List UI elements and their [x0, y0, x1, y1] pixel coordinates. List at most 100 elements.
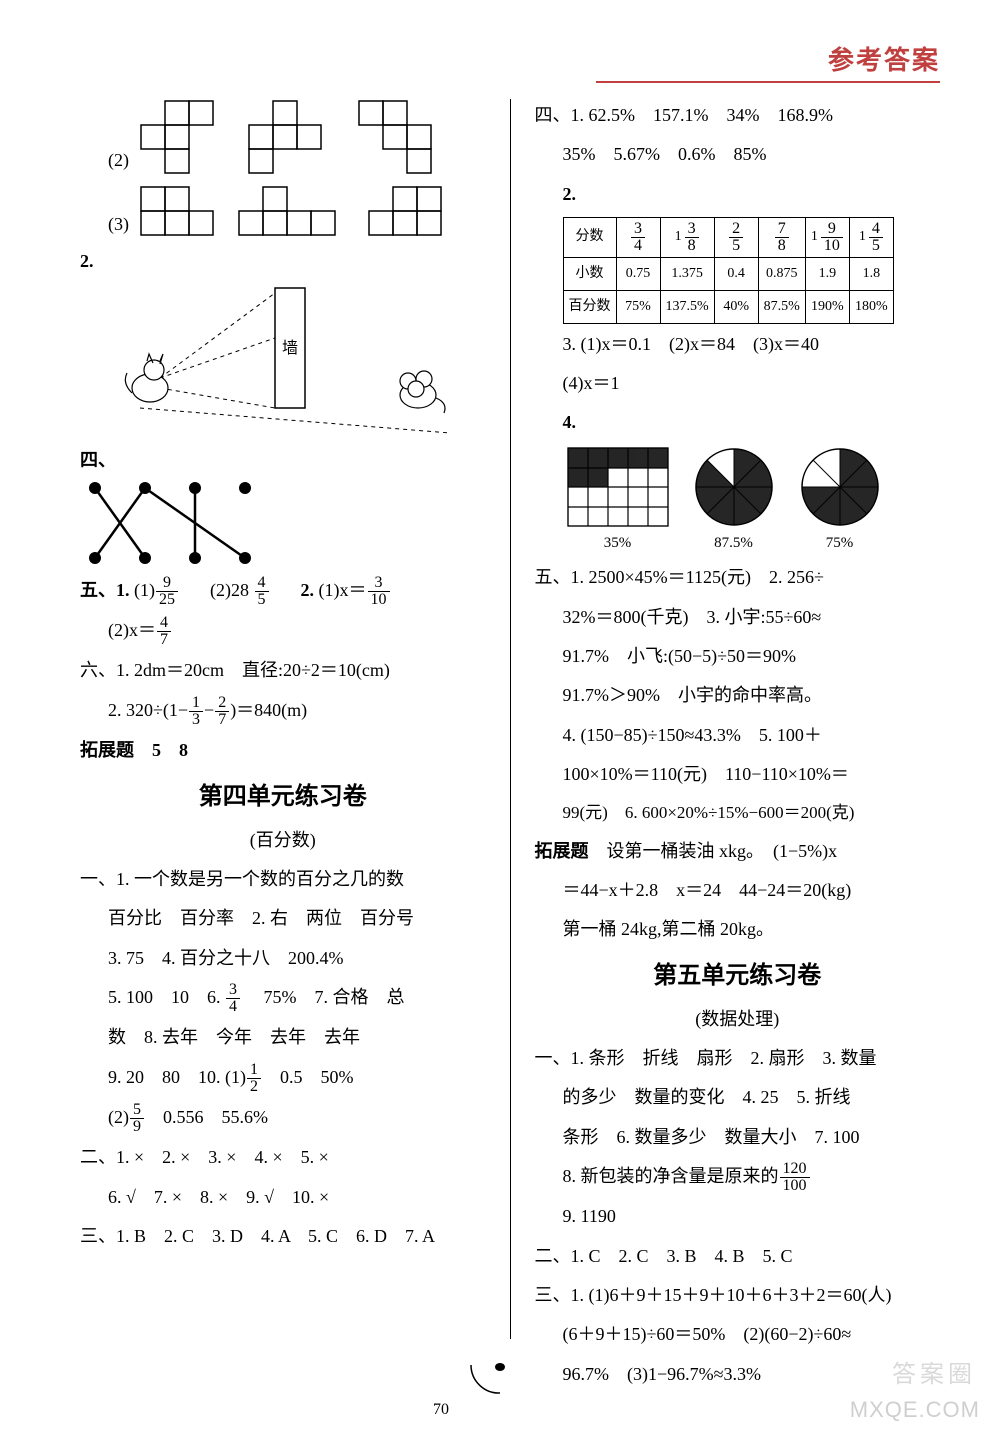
td: 180% — [849, 290, 893, 323]
p2-label: 2. — [80, 251, 94, 271]
r4-1: 四、1. 62.5% 157.1% 34% 168.9% — [535, 99, 941, 132]
polyomino-shapes-3 — [139, 181, 449, 241]
table-row: 百分数 75% 137.5% 40% 87.5% 190% 180% — [563, 290, 893, 323]
td: 137.5% — [660, 290, 714, 323]
tuozhan-left: 拓展题 5 8 — [80, 734, 486, 767]
td: 1.8 — [849, 257, 893, 290]
u5-8a: 8. 新包装的净含量是原来的 — [563, 1166, 779, 1186]
y1-9b: 0.5 50% — [262, 1067, 354, 1087]
table-row: 分数 34 138 25 78 1910 145 — [563, 217, 893, 257]
unit5-title: 第五单元练习卷 — [535, 954, 941, 998]
td: 75% — [616, 290, 660, 323]
y1-5a: 5. 100 10 6. — [108, 987, 221, 1007]
r5-4c: 99(元) 6. 600×20%÷15%−600＝200(克) — [535, 797, 941, 828]
y1-9: 9. 20 80 10. (1)12 0.5 50% — [80, 1061, 486, 1095]
td: 34 — [616, 217, 660, 257]
r-tzc: 第一桶 24kg,第二桶 20kg。 — [535, 913, 941, 946]
grid-shade-35 — [563, 446, 673, 528]
sec6-2: 2. 320÷(1−13−27)＝840(m) — [80, 694, 486, 728]
unit4-sub: (百分数) — [80, 824, 486, 857]
td: 0.4 — [714, 257, 758, 290]
td: 78 — [758, 217, 805, 257]
td: 190% — [805, 290, 849, 323]
r5-1c: 91.7% 小飞:(50−5)÷50＝90% — [535, 640, 941, 673]
r4-3: 3. (1)x＝0.1 (2)x＝84 (3)x＝40 — [535, 328, 941, 361]
td: 145 — [849, 217, 893, 257]
cat-icon — [125, 354, 168, 402]
matching-diagram — [80, 478, 280, 568]
th-frac: 分数 — [563, 217, 616, 257]
td: 1910 — [805, 217, 849, 257]
pie-75: 75% — [795, 446, 885, 558]
y1-5: 5. 100 10 6. 34 75% 7. 合格 总 — [80, 981, 486, 1015]
watermark-cn: 答案圈 — [892, 1354, 976, 1389]
wu-2: 2. — [301, 580, 315, 600]
th-pct: 百分数 — [563, 290, 616, 323]
u5-9: 9. 1190 — [535, 1200, 941, 1233]
frac-2-7: 27 — [215, 695, 229, 728]
frac-5-9: 59 — [130, 1102, 144, 1135]
r4-4: 4. — [535, 406, 941, 439]
pie-87-svg — [689, 446, 779, 528]
table-row: 小数 0.75 1.375 0.4 0.875 1.9 1.8 — [563, 257, 893, 290]
u5-1b: 的多少 数量的变化 4. 25 5. 折线 — [535, 1081, 941, 1114]
y1-1b: 百分比 百分率 2. 右 两位 百分号 — [80, 902, 486, 935]
td: 1.9 — [805, 257, 849, 290]
mouse-icon — [400, 371, 445, 413]
td: 40% — [714, 290, 758, 323]
pie-charts: 35% 87.5% — [563, 446, 941, 558]
r-tz-txt: 设第一桶装油 xkg。 (1−5%)x — [607, 841, 838, 861]
fraction-table: 分数 34 138 25 78 1910 145 小数 0.75 1.375 0… — [563, 217, 894, 324]
wu-2-1: (1)x＝ — [319, 580, 367, 600]
page-ornament — [465, 1361, 535, 1397]
y1-8: 数 8. 去年 今年 去年 去年 — [80, 1021, 486, 1054]
q3-label: (3) — [108, 208, 129, 241]
frac-1-2: 12 — [247, 1062, 261, 1095]
td: 1.375 — [660, 257, 714, 290]
wall-text: 墙 — [282, 339, 298, 357]
u5-3c: 96.7% (3)1−96.7%≈3.3% — [535, 1358, 941, 1391]
th-dec: 小数 — [563, 257, 616, 290]
cat-wall-mouse-figure: 墙 — [100, 278, 470, 438]
frac-120-100: 120100 — [780, 1161, 810, 1194]
r4-2: 2. — [535, 178, 941, 211]
r5-1d: 91.7%＞90% 小宇的命中率高。 — [535, 679, 941, 712]
sec6-2a: 2. 320÷(1− — [108, 700, 188, 720]
r-tz: 拓展题 设第一桶装油 xkg。 (1−5%)x — [535, 835, 941, 868]
u5-8: 8. 新包装的净含量是原来的120100 — [535, 1160, 941, 1194]
y1-10a: (2) — [108, 1107, 129, 1127]
frac-3-4: 34 — [226, 982, 240, 1015]
wu-1-2: (2)28 — [210, 580, 249, 600]
sec6-1: 六、1. 2dm＝20cm 直径:20÷2＝10(cm) — [80, 654, 486, 687]
unit5-sub: (数据处理) — [535, 1003, 941, 1036]
r5-4b: 100×10%＝110(元) 110−110×10%＝ — [535, 758, 941, 791]
wu-1-1: (1) — [134, 580, 155, 600]
sec5-line2: (2)x＝47 — [80, 614, 486, 648]
u5-1: 一、1. 条形 折线 扇形 2. 扇形 3. 数量 — [535, 1042, 941, 1075]
pie-label-2: 75% — [795, 530, 885, 558]
td: 138 — [660, 217, 714, 257]
y3: 三、1. B 2. C 3. D 4. A 5. C 6. D 7. A — [80, 1220, 486, 1253]
td: 0.875 — [758, 257, 805, 290]
r4-1b: 35% 5.67% 0.6% 85% — [535, 138, 941, 171]
left-column: (2) — [80, 99, 486, 1339]
frac-9-25: 925 — [156, 575, 178, 608]
y1-10b: 0.556 55.6% — [145, 1107, 268, 1127]
sec6-2b: − — [204, 700, 214, 720]
unit4-title: 第四单元练习卷 — [80, 775, 486, 819]
pie-87: 87.5% — [689, 446, 779, 558]
y1-1: 一、1. 一个数是另一个数的百分之几的数 — [80, 863, 486, 896]
u5-2: 二、1. C 2. C 3. B 4. B 5. C — [535, 1240, 941, 1273]
sec5-head: 五、1. — [80, 580, 130, 600]
td: 0.75 — [616, 257, 660, 290]
header-rule — [80, 81, 940, 83]
wu-2-2: (2)x＝ — [108, 620, 156, 640]
u5-3b: (6＋9＋15)÷60＝50% (2)(60−2)÷60≈ — [535, 1318, 941, 1351]
right-column: 四、1. 62.5% 157.1% 34% 168.9% 35% 5.67% 0… — [535, 99, 941, 1339]
pie-75-svg — [795, 446, 885, 528]
page-header: 参考答案 — [80, 40, 940, 77]
r5-1b: 32%＝800(千克) 3. 小宇:55÷60≈ — [535, 601, 941, 634]
sec5: 五、1. (1)925 (2)28 45 2. (1)x＝310 — [80, 574, 486, 608]
pie-label-1: 87.5% — [689, 530, 779, 558]
q2-label: (2) — [108, 144, 129, 177]
